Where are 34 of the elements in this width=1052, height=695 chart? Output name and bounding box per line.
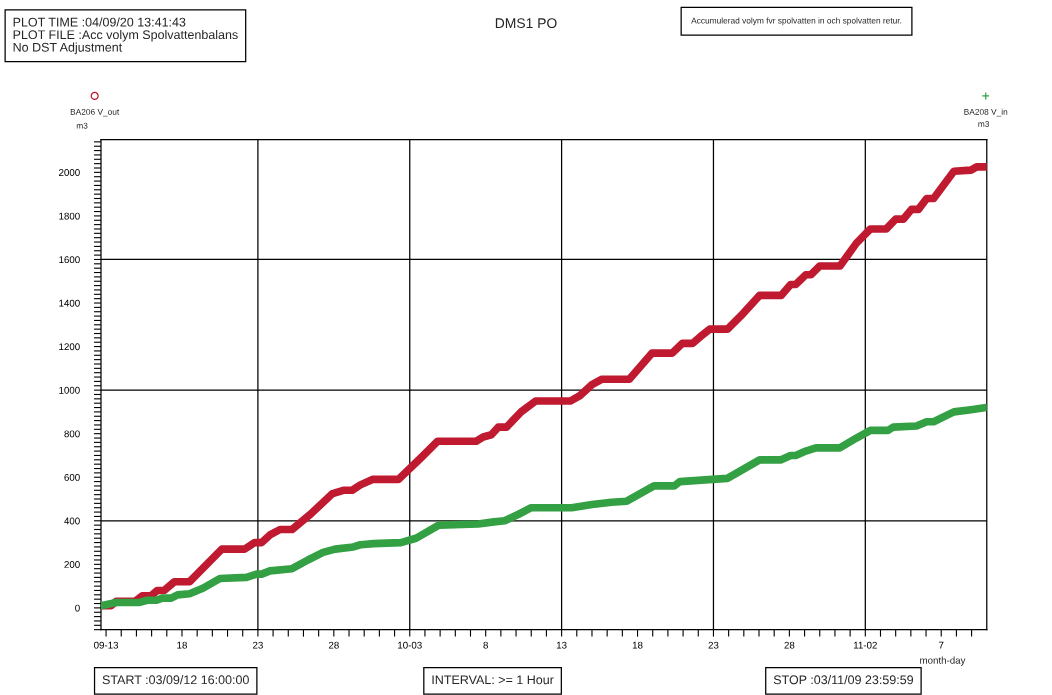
x-tick-label: 23 — [708, 641, 719, 649]
x-tick-label: 7 — [939, 641, 944, 649]
x-tick-label: 13 — [556, 641, 567, 649]
y-tick-label: 600 — [64, 473, 80, 481]
x-tick-label: 28 — [328, 641, 339, 649]
legend-label: BA208 V_in — [964, 108, 1008, 117]
text: START :03/09/12 16:00:00 — [102, 675, 249, 685]
y-axis-title: m3 — [978, 121, 990, 127]
y-tick-label: 200 — [64, 561, 80, 568]
text: STOP :03/11/09 23:59:59 — [773, 675, 914, 685]
text: PLOT TIME :04/09/20 13:41:43 PLOT FILE :Acc volym Spolvattenbalans No DST Adjustment — [13, 17, 238, 55]
x-tick-label: 8 — [483, 641, 488, 649]
y-tick-label: 800 — [64, 430, 80, 438]
y-tick-label: 1800 — [59, 212, 80, 220]
legend-label: BA206 V_out — [70, 108, 120, 117]
chart-title: DMS1 PO — [495, 18, 557, 29]
y-tick-label: 1000 — [59, 386, 80, 394]
x-tick-label: 28 — [784, 641, 795, 649]
text: m3 — [76, 122, 88, 129]
x-axis-title: month-day — [920, 656, 966, 666]
y-tick-label: 1200 — [59, 343, 80, 351]
x-tick-label: 18 — [632, 641, 643, 649]
x-tick-label: 11-02 — [853, 641, 877, 649]
text: INTERVAL: >= 1 Hour — [432, 675, 554, 685]
x-tick-label: 09-13 — [94, 641, 119, 649]
text: Accumulerad volym fvr spolvatten in och spolvatten retur. — [691, 17, 902, 26]
x-tick-label: 23 — [252, 641, 263, 649]
y-tick-label: 1600 — [59, 256, 80, 264]
x-tick-label: 10-03 — [398, 641, 422, 649]
y-tick-label: 2000 — [59, 169, 80, 176]
y-tick-label: 0 — [75, 604, 80, 612]
x-tick-label: 18 — [177, 641, 187, 649]
y-tick-label: 1400 — [59, 299, 80, 307]
y-tick-label: 400 — [64, 517, 80, 525]
